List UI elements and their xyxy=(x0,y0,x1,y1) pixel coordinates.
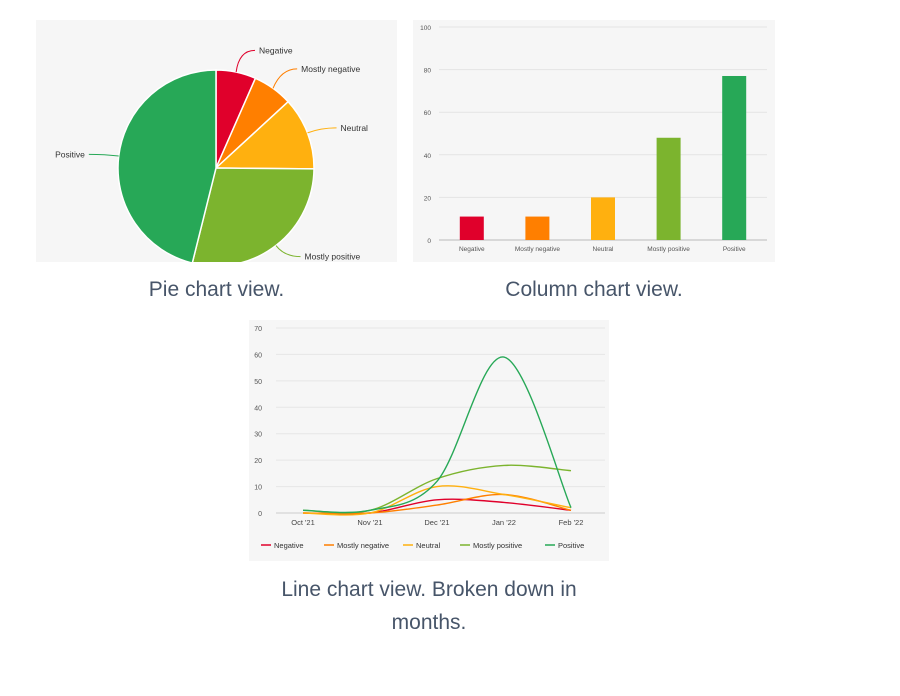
pie-label-mostly-positive: Mostly positive xyxy=(305,252,361,262)
line-x-tick-label: Jan '22 xyxy=(492,518,516,527)
line-y-tick-label: 70 xyxy=(254,326,262,333)
column-x-tick-label: Mostly positive xyxy=(647,246,690,253)
pie-chart-panel: Negative Mostly negative Neutral Mostly pos… xyxy=(36,20,397,262)
legend-label-positive: Positive xyxy=(558,541,584,550)
column-x-tick-label: Mostly negative xyxy=(515,246,561,253)
pie-label-mostly-negative: Mostly negative xyxy=(301,64,360,74)
column-x-tick-label: Positive xyxy=(723,246,746,253)
column-bar-mostly-negative xyxy=(525,216,550,240)
line-x-tick-label: Nov '21 xyxy=(357,518,382,527)
pie-label-positive: Positive xyxy=(55,149,85,159)
column-y-tick-label: 20 xyxy=(424,195,432,202)
column-y-tick-label: 80 xyxy=(424,68,432,75)
line-y-tick-label: 60 xyxy=(254,352,262,359)
line-y-tick-label: 20 xyxy=(254,458,262,465)
column-bar-negative xyxy=(459,216,484,240)
line-y-tick-label: 50 xyxy=(254,379,262,386)
legend-label-neutral: Neutral xyxy=(416,541,441,550)
column-y-tick-label: 100 xyxy=(420,25,431,32)
line-series-positive xyxy=(302,356,572,514)
line-x-tick-label: Oct '21 xyxy=(291,518,315,527)
line-chart: 0 10 20 30 40 50 60 70 Oct '21 Nov '21 Dec '21 Jan … xyxy=(254,326,605,550)
line-chart-caption-line-2: months. xyxy=(391,611,467,634)
column-y-tick-label: 40 xyxy=(424,153,432,160)
pie-leader-mostly-positive xyxy=(275,245,301,258)
column-y-tick-label: 0 xyxy=(427,238,431,245)
legend-label-mostly-positive: Mostly positive xyxy=(473,541,522,550)
line-chart-caption-line-1: Line chart view. Broken down in xyxy=(281,578,577,601)
pie-chart: Negative Mostly negative Neutral Mostly pos… xyxy=(55,45,369,262)
line-x-tick-label: Feb '22 xyxy=(559,518,584,527)
pie-slice-neutral xyxy=(214,100,315,170)
line-y-tick-label: 10 xyxy=(254,485,262,492)
line-series-mostly-negative xyxy=(302,493,572,515)
pie-slice-positive xyxy=(117,69,217,262)
pie-label-negative: Negative xyxy=(259,45,293,55)
column-x-tick-label: Neutral xyxy=(593,246,615,253)
column-chart-panel: 0 20 40 60 80 100 Negative Mostly negative Neutr… xyxy=(413,20,775,262)
column-chart-caption: Column chart view. xyxy=(505,278,683,301)
pie-leader-mostly-negative xyxy=(272,68,298,89)
pie-leader-negative xyxy=(235,49,256,73)
line-y-tick-label: 30 xyxy=(254,432,262,439)
pie-leader-positive xyxy=(88,153,119,157)
line-y-tick-label: 0 xyxy=(258,511,262,518)
column-y-tick-label: 60 xyxy=(424,110,432,117)
column-bar-mostly-positive xyxy=(656,137,681,240)
line-chart-caption: Line chart view. Broken down in months. xyxy=(209,573,649,639)
column-bar-neutral xyxy=(591,197,615,240)
pie-leader-neutral xyxy=(307,127,337,134)
column-chart: 0 20 40 60 80 100 Negative Mostly negative Neutr… xyxy=(420,25,767,253)
line-series-neutral xyxy=(302,485,572,516)
line-x-tick-label: Dec '21 xyxy=(424,518,449,527)
legend-label-negative: Negative xyxy=(274,541,304,550)
column-x-tick-label: Negative xyxy=(459,246,485,253)
legend-label-mostly-negative: Mostly negative xyxy=(337,541,389,550)
pie-chart-caption: Pie chart view. xyxy=(148,278,285,301)
line-chart-panel: 0 10 20 30 40 50 60 70 Oct '21 Nov '21 Dec '21 Jan … xyxy=(249,320,609,561)
line-y-tick-label: 40 xyxy=(254,405,262,412)
column-bar-positive xyxy=(722,75,747,240)
pie-label-neutral: Neutral xyxy=(341,123,369,133)
